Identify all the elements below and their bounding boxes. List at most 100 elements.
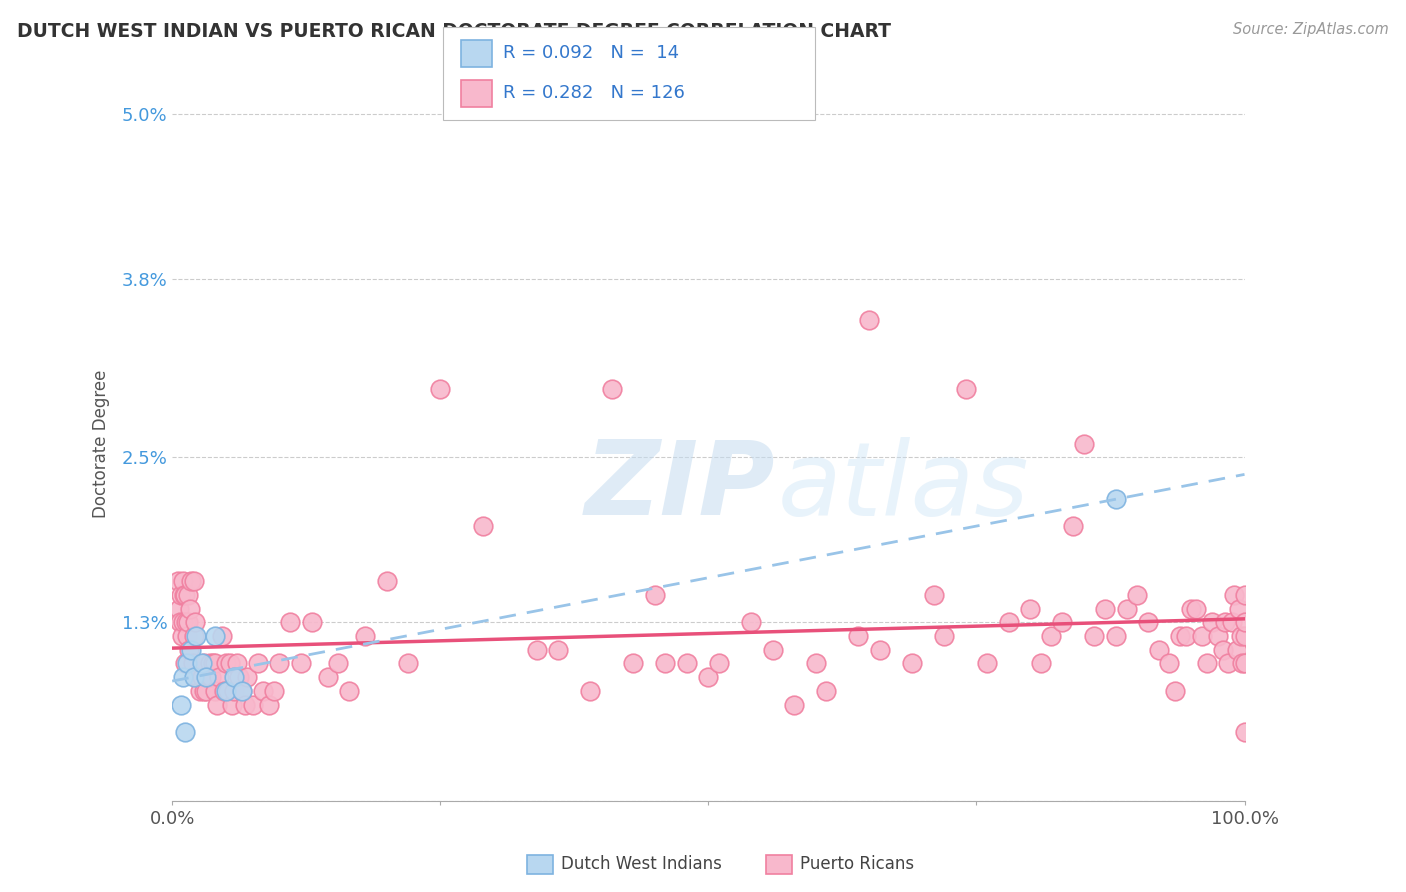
- Point: [1180, 601, 1202, 615]
- Point: [204, 657, 226, 671]
- Point: [290, 657, 312, 671]
- Point: [676, 657, 699, 671]
- Point: [1230, 629, 1253, 643]
- Point: [236, 670, 259, 684]
- Point: [783, 698, 806, 712]
- Point: [804, 657, 827, 671]
- Point: [177, 615, 200, 630]
- Point: [1233, 629, 1256, 643]
- Point: [316, 670, 339, 684]
- Point: [233, 698, 256, 712]
- Point: [1213, 615, 1236, 630]
- Point: [955, 382, 977, 396]
- Point: [180, 574, 202, 588]
- Point: [934, 629, 956, 643]
- Point: [429, 382, 451, 396]
- Point: [1191, 629, 1213, 643]
- Point: [169, 615, 191, 630]
- Point: [263, 684, 285, 698]
- Point: [762, 642, 785, 657]
- Point: [1174, 629, 1197, 643]
- Point: [183, 615, 205, 630]
- Point: [200, 670, 222, 684]
- Point: [191, 657, 214, 671]
- Point: [1168, 629, 1191, 643]
- Point: [205, 698, 228, 712]
- Point: [170, 629, 193, 643]
- Point: [707, 657, 730, 671]
- Point: [1206, 629, 1229, 643]
- Point: [1195, 657, 1218, 671]
- Point: [195, 670, 218, 684]
- Point: [1233, 615, 1256, 630]
- Point: [1201, 615, 1223, 630]
- Point: [997, 615, 1019, 630]
- Point: [172, 670, 194, 684]
- Point: [654, 657, 676, 671]
- Point: [1105, 491, 1128, 506]
- Point: [174, 615, 197, 630]
- Point: [201, 657, 224, 671]
- Point: [217, 684, 239, 698]
- Point: [174, 725, 197, 739]
- Point: [858, 313, 880, 327]
- Point: [191, 670, 214, 684]
- Point: [1164, 684, 1187, 698]
- Point: [375, 574, 398, 588]
- Point: [1226, 642, 1249, 657]
- Point: [170, 588, 193, 602]
- Point: [204, 629, 226, 643]
- Point: [184, 629, 207, 643]
- Point: [215, 684, 238, 698]
- Point: [1073, 436, 1095, 450]
- Point: [1223, 588, 1246, 602]
- Point: [225, 657, 247, 671]
- Point: [188, 684, 211, 698]
- Text: Puerto Ricans: Puerto Ricans: [800, 855, 914, 873]
- Point: [242, 698, 264, 712]
- Point: [204, 684, 226, 698]
- Point: [179, 642, 201, 657]
- Point: [1019, 601, 1042, 615]
- Point: [1040, 629, 1063, 643]
- Point: [1137, 615, 1160, 630]
- Point: [231, 684, 253, 698]
- Text: Dutch West Indians: Dutch West Indians: [561, 855, 721, 873]
- Point: [1233, 588, 1256, 602]
- Point: [547, 642, 569, 657]
- Point: [184, 670, 207, 684]
- Point: [328, 657, 350, 671]
- Point: [193, 684, 215, 698]
- Point: [211, 629, 233, 643]
- Point: [187, 670, 209, 684]
- Point: [215, 657, 238, 671]
- Point: [1083, 629, 1105, 643]
- Text: Source: ZipAtlas.com: Source: ZipAtlas.com: [1233, 22, 1389, 37]
- Text: R = 0.282   N = 126: R = 0.282 N = 126: [503, 84, 685, 102]
- Point: [180, 642, 202, 657]
- Point: [252, 684, 274, 698]
- Point: [172, 615, 194, 630]
- Point: [195, 684, 218, 698]
- Point: [644, 588, 666, 602]
- Point: [1233, 725, 1256, 739]
- Point: [526, 642, 548, 657]
- Point: [848, 629, 870, 643]
- Point: [221, 698, 243, 712]
- Point: [269, 657, 291, 671]
- Point: [208, 670, 231, 684]
- Point: [1050, 615, 1073, 630]
- Point: [219, 657, 242, 671]
- Point: [257, 698, 280, 712]
- Point: [1094, 601, 1116, 615]
- Point: [815, 684, 838, 698]
- Point: [224, 670, 246, 684]
- Text: atlas: atlas: [778, 436, 1029, 536]
- Text: ZIP: ZIP: [585, 436, 776, 537]
- Point: [224, 684, 246, 698]
- Text: R = 0.092   N =  14: R = 0.092 N = 14: [503, 44, 679, 62]
- Point: [472, 519, 495, 533]
- Text: DUTCH WEST INDIAN VS PUERTO RICAN DOCTORATE DEGREE CORRELATION CHART: DUTCH WEST INDIAN VS PUERTO RICAN DOCTOR…: [17, 22, 891, 41]
- Point: [1126, 588, 1149, 602]
- Point: [179, 601, 201, 615]
